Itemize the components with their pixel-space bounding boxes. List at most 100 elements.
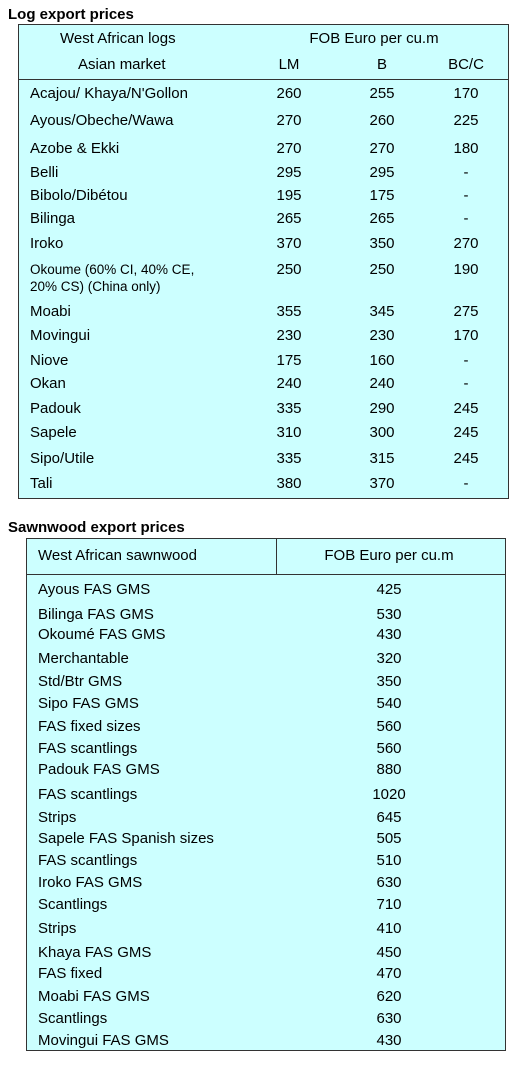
cell-value: 335	[276, 450, 302, 467]
column-header: LM	[278, 56, 300, 73]
cell-value: 1020	[372, 786, 406, 803]
row-label: Sapele	[30, 424, 77, 441]
cell-value: 450	[376, 944, 402, 961]
row-label: Moabi	[30, 303, 71, 320]
cell-value: 245	[453, 424, 479, 441]
cell-value: 265	[369, 210, 395, 227]
section-title: Log export prices	[8, 6, 134, 23]
cell-value: 190	[453, 261, 479, 278]
cell-value: 260	[276, 85, 302, 102]
cell-value: 270	[369, 140, 395, 157]
row-label: Khaya FAS GMS	[38, 944, 152, 961]
header-rule	[26, 574, 506, 575]
cell-value: 245	[453, 400, 479, 417]
column-header: BC/C	[448, 56, 484, 73]
cell-value: 425	[376, 581, 402, 598]
row-label: Movingui FAS GMS	[38, 1032, 169, 1049]
row-label: FAS fixed sizes	[38, 718, 141, 735]
row-label: Bibolo/Dibétou	[30, 187, 128, 204]
row-label: FAS scantlings	[38, 740, 138, 757]
cell-value: 250	[369, 261, 395, 278]
cell-value: 270	[276, 112, 302, 129]
row-label: Padouk FAS GMS	[38, 761, 160, 778]
cell-value: -	[463, 187, 469, 204]
row-label: Scantlings	[38, 1010, 108, 1027]
cell-value: -	[463, 352, 469, 369]
row-label: Std/Btr GMS	[38, 673, 123, 690]
cell-value: 335	[276, 400, 302, 417]
row-label: Strips	[38, 809, 77, 826]
row-label: Merchantable	[38, 650, 129, 667]
cell-value: 260	[369, 112, 395, 129]
cell-value: 240	[276, 375, 302, 392]
cell-value: 275	[453, 303, 479, 320]
row-label: Iroko	[30, 235, 64, 252]
cell-value: 380	[276, 475, 302, 492]
row-label: Tali	[30, 475, 53, 492]
cell-value: 180	[453, 140, 479, 157]
cell-value: 255	[369, 85, 395, 102]
cell-value: 245	[453, 450, 479, 467]
cell-value: 310	[276, 424, 302, 441]
row-label: Okan	[30, 375, 66, 392]
cell-value: 345	[369, 303, 395, 320]
row-label: Okoumé FAS GMS	[38, 626, 166, 643]
cell-value: 240	[369, 375, 395, 392]
row-label: Sipo/Utile	[30, 450, 95, 467]
cell-value: -	[463, 475, 469, 492]
row-label: Strips	[38, 920, 77, 937]
row-label: Sipo FAS GMS	[38, 695, 139, 712]
header-rule	[18, 79, 509, 80]
row-label: Iroko FAS GMS	[38, 874, 143, 891]
column-header: B	[376, 56, 388, 73]
cell-value: 350	[376, 673, 402, 690]
cell-value: 510	[376, 852, 402, 869]
row-label: Scantlings	[38, 896, 108, 913]
cell-value: 430	[376, 1032, 402, 1049]
column-header: West African sawnwood	[38, 547, 197, 564]
row-label: FAS fixed	[38, 965, 103, 982]
cell-value: 225	[453, 112, 479, 129]
row-label: Ayous/Obeche/Wawa	[30, 112, 174, 129]
cell-value: 170	[453, 85, 479, 102]
cell-value: -	[463, 375, 469, 392]
cell-value: 270	[453, 235, 479, 252]
cell-value: 270	[276, 140, 302, 157]
column-header: West African logs	[60, 30, 176, 47]
row-label: FAS scantlings	[38, 786, 138, 803]
cell-value: 230	[369, 327, 395, 344]
row-label: Padouk	[30, 400, 81, 417]
cell-value: 315	[369, 450, 395, 467]
cell-value: 645	[376, 809, 402, 826]
cell-value: 230	[276, 327, 302, 344]
row-label: Belli	[30, 164, 59, 181]
cell-value: -	[463, 210, 469, 227]
cell-value: 530	[376, 606, 402, 623]
cell-value: 560	[376, 740, 402, 757]
cell-value: 540	[376, 695, 402, 712]
sawnwood-table	[26, 538, 506, 1051]
row-label: Ayous FAS GMS	[38, 581, 151, 598]
column-header: FOB Euro per cu.m	[309, 30, 439, 47]
row-label: Bilinga	[30, 210, 76, 227]
cell-value: 370	[276, 235, 302, 252]
cell-value: 430	[376, 626, 402, 643]
cell-value: 265	[276, 210, 302, 227]
cell-value: 195	[276, 187, 302, 204]
cell-value: 175	[369, 187, 395, 204]
row-label: Okoume (60% CI, 40% CE, 20% CS) (China o…	[30, 262, 195, 294]
section-title: Sawnwood export prices	[8, 519, 185, 536]
cell-value: -	[463, 164, 469, 181]
row-label: Azobe & Ekki	[30, 140, 120, 157]
row-label: Bilinga FAS GMS	[38, 606, 154, 623]
cell-value: 710	[376, 896, 402, 913]
cell-value: 160	[369, 352, 395, 369]
cell-value: 370	[369, 475, 395, 492]
row-label: Moabi FAS GMS	[38, 988, 150, 1005]
cell-value: 410	[376, 920, 402, 937]
cell-value: 295	[276, 164, 302, 181]
cell-value: 470	[376, 965, 402, 982]
cell-value: 505	[376, 830, 402, 847]
cell-value: 355	[276, 303, 302, 320]
